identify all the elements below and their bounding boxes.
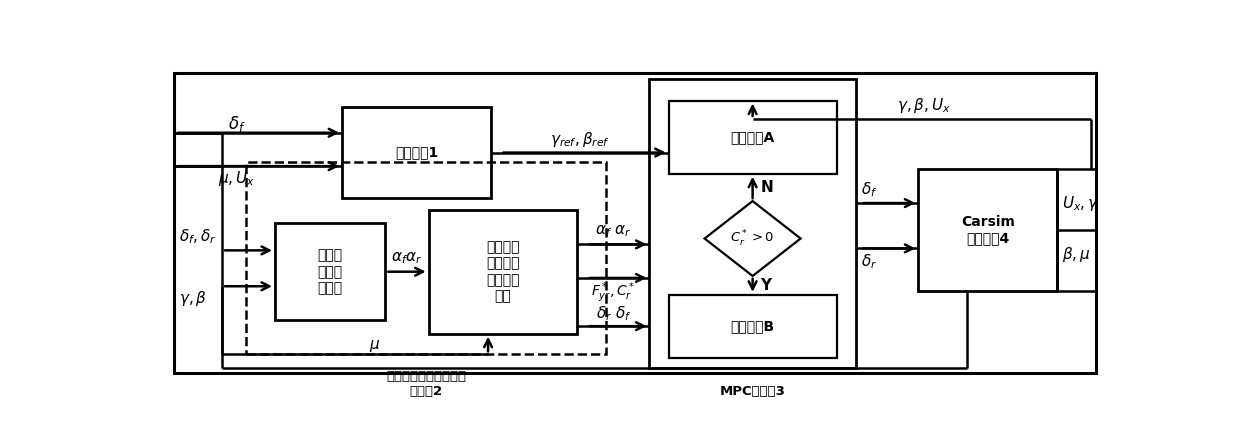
Text: $\delta_f$: $\delta_f$ [228, 114, 245, 134]
Text: $\mu$: $\mu$ [369, 338, 380, 354]
Text: N: N [761, 180, 773, 195]
Bar [918, 169, 1058, 291]
Bar [429, 210, 577, 334]
Text: Y: Y [761, 278, 772, 293]
Text: MPC控制器3: MPC控制器3 [720, 385, 786, 398]
Text: $U_x,\gamma$: $U_x,\gamma$ [1062, 194, 1100, 213]
Text: $\gamma_{ref},\beta_{ref}$: $\gamma_{ref},\beta_{ref}$ [550, 130, 610, 149]
Text: $F_{yr}^*,C_r^*$: $F_{yr}^*,C_r^*$ [591, 281, 636, 305]
Bar [669, 295, 836, 358]
Text: $C_r^*>0$: $C_r^*>0$ [730, 229, 774, 248]
Text: $\mu,U_x$: $\mu,U_x$ [218, 168, 255, 187]
Text: 轮胎侧向力和侧偏刚度
处理器2: 轮胎侧向力和侧偏刚度 处理器2 [387, 370, 466, 397]
Text: $\delta_r\ \delta_f$: $\delta_r\ \delta_f$ [596, 304, 631, 323]
Text: $\beta,\mu$: $\beta,\mu$ [1062, 245, 1090, 264]
Text: $\gamma,\beta,U_x$: $\gamma,\beta,U_x$ [897, 96, 952, 115]
Text: $\delta_r$: $\delta_r$ [861, 252, 877, 271]
Text: 轮胎侧
偏角计
算模块: 轮胎侧 偏角计 算模块 [317, 248, 343, 295]
Bar [275, 223, 385, 320]
Text: $\gamma,\beta$: $\gamma,\beta$ [178, 289, 207, 308]
Bar [247, 162, 606, 354]
Bar [342, 107, 491, 198]
Bar [669, 101, 836, 174]
Text: $\alpha_f\alpha_r$: $\alpha_f\alpha_r$ [392, 250, 422, 266]
Text: 预测模型B: 预测模型B [731, 319, 774, 333]
Bar [173, 73, 1097, 373]
Polygon shape [705, 201, 800, 276]
Text: $\alpha_f\ \alpha_r$: $\alpha_f\ \alpha_r$ [595, 223, 632, 239]
Text: 轮胎侧向
力和侧偏
刚度计算
模块: 轮胎侧向 力和侧偏 刚度计算 模块 [486, 240, 519, 303]
Text: $\delta_f$: $\delta_f$ [861, 181, 877, 199]
Text: 参考模型1: 参考模型1 [395, 145, 439, 160]
Text: Carsim
汽车模型4: Carsim 汽车模型4 [961, 215, 1015, 245]
Text: 预测模型A: 预测模型A [731, 130, 774, 144]
Bar [649, 79, 856, 368]
Text: $\delta_f,\delta_r$: $\delta_f,\delta_r$ [178, 227, 217, 246]
